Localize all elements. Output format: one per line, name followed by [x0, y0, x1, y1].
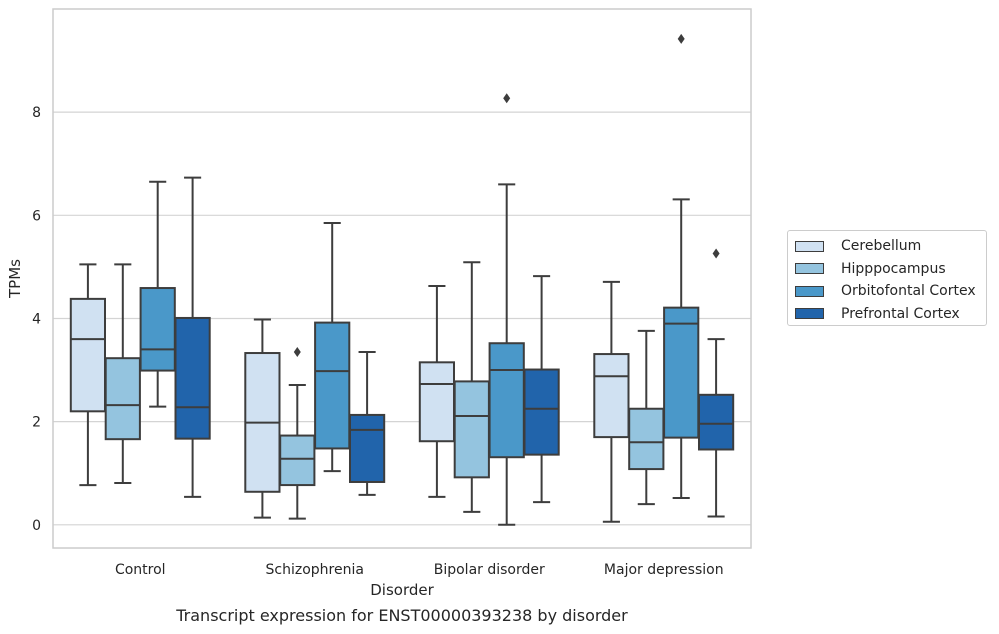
y-tick-label: 4: [32, 311, 41, 327]
legend: Cerebellum Hipppocampus Orbitofontal Corte…: [787, 230, 987, 326]
box: [418, 361, 456, 443]
x-tick-label: Bipolar disorder: [434, 562, 545, 578]
box: [663, 306, 700, 439]
legend-swatch: [795, 263, 824, 275]
legend-item: Cerebellum: [792, 235, 986, 258]
box: [523, 368, 560, 456]
box: [314, 321, 351, 450]
legend-label: Orbitofontal Cortex: [841, 283, 976, 300]
plot-frame: [52, 8, 752, 549]
box: [453, 380, 490, 479]
x-tick-label: Major depression: [604, 562, 724, 578]
box: [279, 434, 316, 487]
box: [593, 353, 630, 439]
legend-label: Cerebellum: [841, 238, 922, 255]
box: [628, 407, 665, 471]
y-tick-label: 6: [32, 208, 41, 224]
legend-item: Hipppocampus: [792, 258, 986, 281]
y-tick-label: 0: [32, 518, 41, 534]
legend-label: Hipppocampus: [841, 260, 946, 277]
y-tick-label: 8: [32, 105, 41, 121]
legend-swatch: [795, 240, 824, 252]
legend-swatch: [795, 285, 824, 297]
figure-caption: Transcript expression for ENST0000039323…: [176, 606, 628, 625]
box: [69, 297, 107, 413]
outlier-point: [293, 347, 301, 357]
legend-item: Orbitofontal Cortex: [792, 280, 986, 303]
box: [174, 316, 211, 440]
x-axis-label: Disorder: [370, 581, 434, 599]
box: [488, 342, 525, 459]
legend-swatch: [795, 308, 824, 320]
x-tick-label: Schizophrenia: [266, 562, 364, 578]
legend-item: Prefrontal Cortex: [792, 303, 986, 326]
box: [104, 357, 141, 441]
outlier-point: [677, 33, 685, 44]
x-tick-label: Control: [115, 562, 166, 578]
legend-label: Prefrontal Cortex: [841, 305, 960, 322]
box: [139, 287, 176, 372]
box: [348, 413, 386, 483]
box: [697, 393, 735, 451]
outlier-point: [712, 248, 720, 259]
y-tick-label: 2: [32, 415, 41, 431]
outlier-point: [503, 93, 511, 104]
y-axis-label: TPMs: [6, 259, 24, 299]
